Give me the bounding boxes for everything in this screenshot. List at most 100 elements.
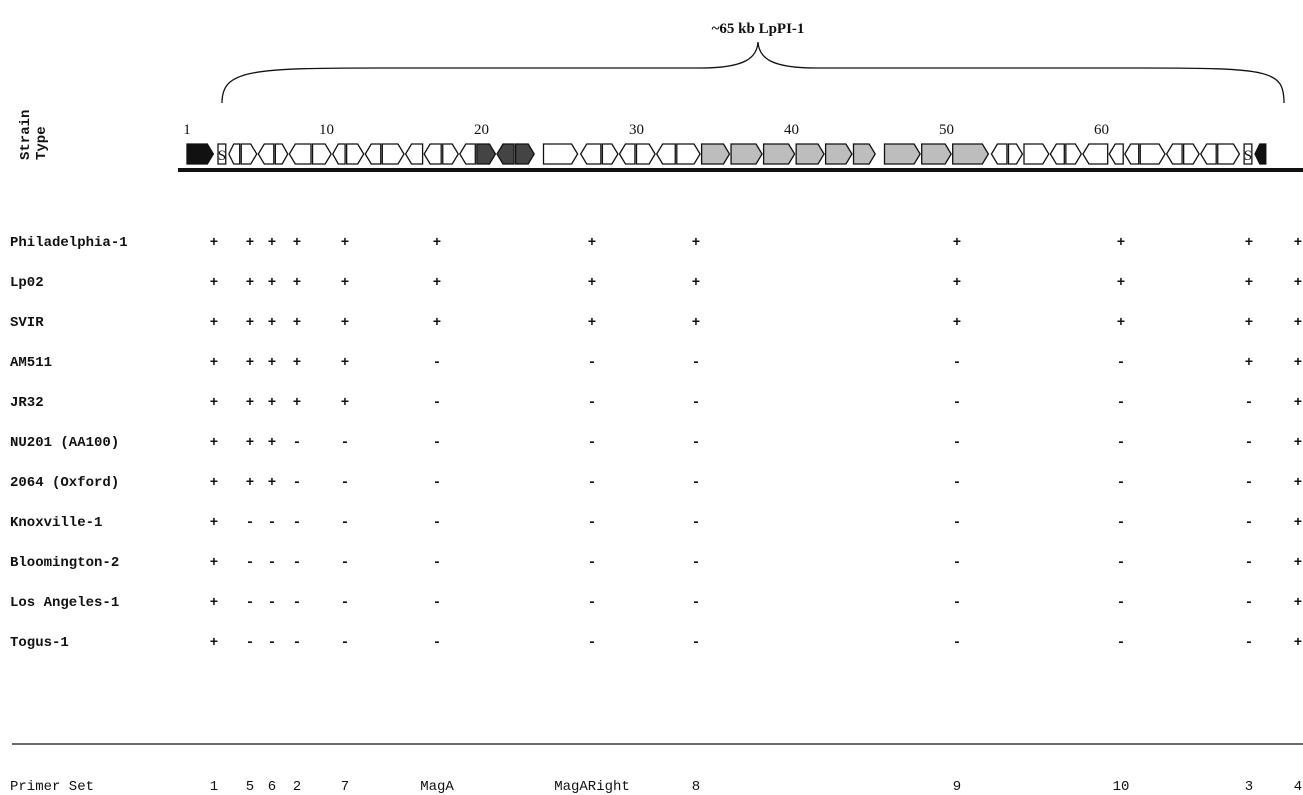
gene-arrow (288, 143, 312, 165)
gene-arrow (1217, 143, 1241, 165)
gene-arrow (852, 143, 876, 165)
gene-arrow (921, 143, 952, 165)
pcr-result-cell: - (588, 475, 596, 491)
pcr-result-cell: - (1117, 555, 1125, 571)
pcr-result-cell: + (1294, 275, 1302, 291)
pcr-result-cell: - (246, 555, 254, 571)
pcr-result-cell: + (433, 275, 441, 291)
strain-name: Los Angeles-1 (10, 595, 119, 611)
gene-arrow (1199, 143, 1217, 165)
gene-arrow (1254, 143, 1267, 165)
pcr-result-cell: + (953, 315, 961, 331)
pcr-result-cell: - (433, 435, 441, 451)
table-row: NU201 (AA100) + + + - - - - - - - - + (10, 435, 1302, 451)
primer-set-value: 4 (1294, 779, 1302, 795)
strain-name: JR32 (10, 395, 44, 411)
gene-arrow (676, 143, 701, 165)
pcr-result-cell: + (293, 395, 301, 411)
pcr-result-cell: + (1245, 275, 1253, 291)
gene-arrow (1139, 143, 1166, 165)
pcr-result-cell: - (341, 475, 349, 491)
pcr-result-cell: + (588, 315, 596, 331)
gene-arrow (883, 143, 921, 165)
primer-set-value: 10 (1113, 779, 1130, 795)
island-brace (221, 41, 1285, 104)
scale-label-20: 20 (474, 122, 489, 138)
pcr-result-cell: + (210, 395, 218, 411)
pcr-result-cell: - (692, 355, 700, 371)
pcr-result-cell: - (341, 515, 349, 531)
pcr-result-cell: + (1294, 635, 1302, 651)
pcr-result-cell: - (1245, 635, 1253, 651)
pcr-result-cell: - (246, 595, 254, 611)
strain-name: AM511 (10, 355, 52, 371)
pcr-result-cell: - (293, 595, 301, 611)
pcr-result-cell: + (1294, 555, 1302, 571)
gene-arrow (1065, 143, 1083, 165)
pcr-result-cell: - (433, 555, 441, 571)
gene-arrow (635, 143, 656, 165)
strain-type-label-line1: Strain (18, 110, 34, 160)
gene-arrow (1243, 143, 1253, 165)
pcr-result-cell: + (1245, 355, 1253, 371)
gene-arrow (274, 143, 289, 165)
gene-arrow (381, 143, 405, 165)
gene-arrow (762, 143, 796, 165)
pcr-result-cell: - (692, 395, 700, 411)
pcr-result-cell: + (293, 235, 301, 251)
gene-arrow (1049, 143, 1065, 165)
pcr-result-cell: - (1117, 435, 1125, 451)
pcr-result-cell: - (1117, 515, 1125, 531)
pcr-result-cell: - (953, 435, 961, 451)
gene-arrow (579, 143, 602, 165)
pcr-result-cell: + (293, 315, 301, 331)
strain-table: Philadelphia-1 + + + + + + + + + + + + Lp02 + + + + + + + + + +… (10, 235, 1302, 651)
table-row: Knoxville-1 + - - - - - - - - - - + (10, 515, 1302, 531)
primer-set-row: 1 5 6 2 7 MagA MagARight 8 9 10 3 4 (210, 779, 1302, 795)
pcr-result-cell: + (692, 315, 700, 331)
pcr-result-cell: + (293, 355, 301, 371)
pcr-result-cell: + (210, 555, 218, 571)
pcr-result-cell: + (246, 435, 254, 451)
gene-arrow (311, 143, 332, 165)
pcr-result-cell: - (268, 515, 276, 531)
gene-arrow (331, 143, 346, 165)
primer-set-value: 3 (1245, 779, 1253, 795)
pcr-result-cell: + (246, 235, 254, 251)
gene-arrow (423, 143, 442, 165)
table-row: Bloomington-2 + - - - - - - - - - - + (10, 555, 1302, 571)
table-row: AM511 + + + + + - - - - - + + (10, 355, 1302, 371)
gene-arrow (990, 143, 1008, 165)
pcr-result-cell: - (293, 435, 301, 451)
pcr-result-cell: + (210, 235, 218, 251)
pcr-result-cell: + (1294, 395, 1302, 411)
pcr-result-cell: + (268, 395, 276, 411)
pcr-result-cell: - (293, 475, 301, 491)
pcr-result-cell: - (341, 635, 349, 651)
table-row: 2064 (Oxford) + + + - - - - - - - - + (10, 475, 1302, 491)
primer-set-value: 6 (268, 779, 276, 795)
pcr-result-cell: + (246, 475, 254, 491)
gene-arrow (601, 143, 619, 165)
pcr-result-cell: + (268, 475, 276, 491)
pcr-result-cell: - (293, 635, 301, 651)
pcr-result-cell: + (1117, 315, 1125, 331)
strain-name: SVIR (10, 315, 44, 331)
primer-set-value: 2 (293, 779, 301, 795)
gene-arrow (1023, 143, 1050, 165)
pcr-result-cell: - (1117, 475, 1125, 491)
pcr-result-cell: - (433, 515, 441, 531)
table-row: Togus-1 + - - - - - - - - - - + (10, 635, 1302, 651)
gene-arrow (442, 143, 460, 165)
pcr-result-cell: - (433, 355, 441, 371)
pcr-result-cell: + (1117, 275, 1125, 291)
gene-arrow (1183, 143, 1200, 165)
pcr-result-cell: + (341, 355, 349, 371)
primer-set-label: Primer Set (10, 779, 94, 795)
gene-arrow (1165, 143, 1183, 165)
primer-set-value: 5 (246, 779, 254, 795)
pcr-result-cell: + (210, 315, 218, 331)
pcr-result-cell: + (210, 475, 218, 491)
pcr-result-cell: - (293, 555, 301, 571)
